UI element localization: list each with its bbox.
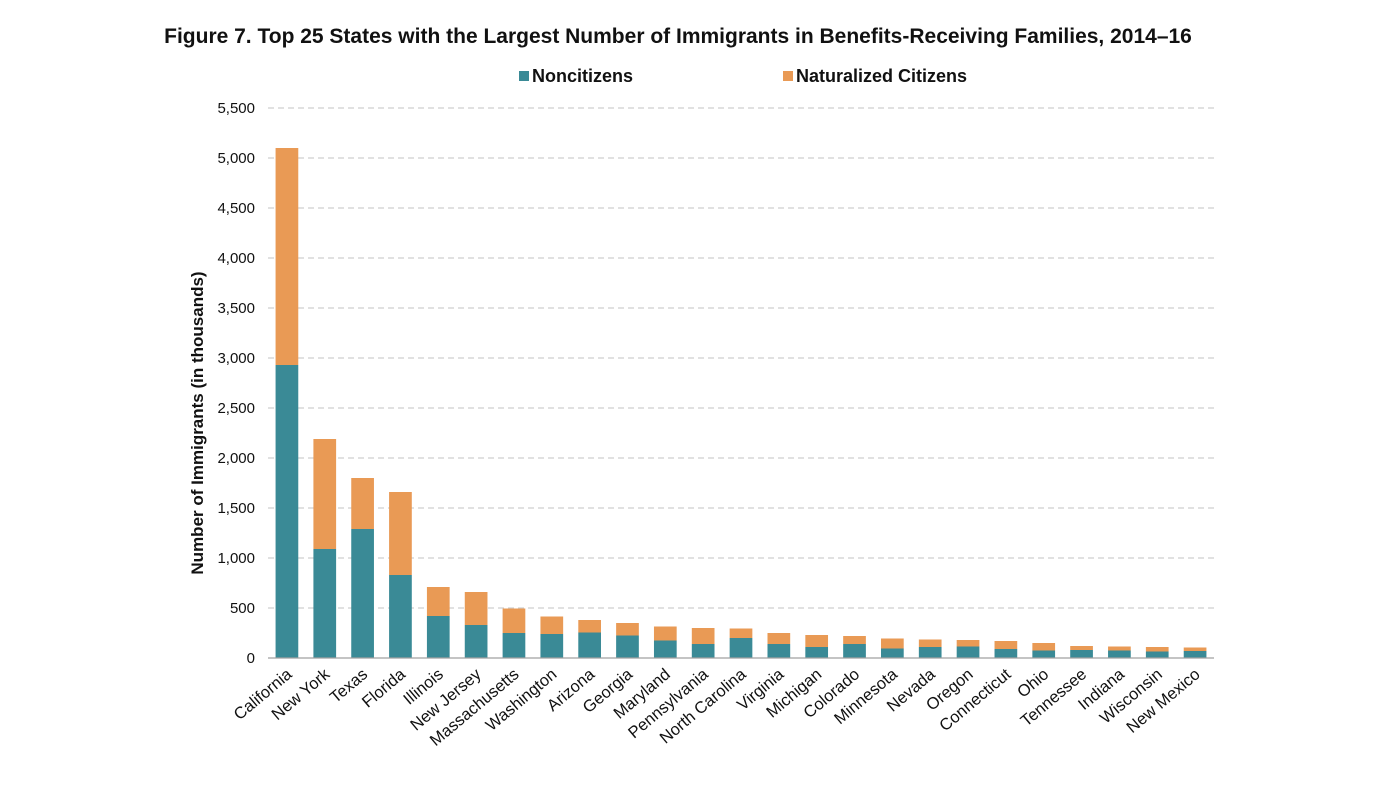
bar-minnesota-naturalized-citizens [881,638,904,649]
y-tick-label: 1,000 [217,550,255,567]
bar-oregon-noncitizens [956,646,980,658]
bar-michigan-naturalized-citizens [805,635,829,647]
bar-indiana-naturalized-citizens [1108,646,1131,651]
bar-new-jersey-naturalized-citizens [464,592,488,625]
y-tick-label: 1,500 [217,500,255,517]
y-tick-label: 2,000 [217,450,255,467]
bar-north-carolina-naturalized-citizens [729,628,753,638]
bar-massachusetts-naturalized-citizens [502,608,526,633]
bar-washington-naturalized-citizens [540,616,564,634]
legend: Noncitizens Naturalized Citizens [519,66,967,86]
bar-california-noncitizens [275,365,299,658]
legend-swatch-naturalized-citizens [783,71,793,81]
bar-washington-noncitizens [540,634,564,658]
y-axis-ticks: 0 500 1,000 1,500 2,000 2,500 3,000 3,500 4,000 4… [217,100,255,667]
bar-virginia-noncitizens [767,644,791,658]
bar-wisconsin-noncitizens [1145,651,1169,658]
bar-florida-naturalized-citizens [389,492,412,575]
bar-new-jersey-noncitizens [464,625,488,658]
bar-pennsylvania-noncitizens [691,644,715,658]
bar-oregon-naturalized-citizens [956,640,980,647]
bar-virginia-naturalized-citizens [767,633,791,644]
bar-new-york-noncitizens [313,549,337,658]
bar-new-york-naturalized-citizens [313,439,337,549]
bar-indiana-noncitizens [1108,650,1131,658]
bar-ohio-naturalized-citizens [1032,643,1056,651]
bar-michigan-noncitizens [805,647,829,658]
legend-label-naturalized-citizens: Naturalized Citizens [796,66,967,86]
y-tick-label: 4,000 [217,250,255,267]
bar-pennsylvania-naturalized-citizens [691,628,715,644]
bar-arizona-naturalized-citizens [578,620,601,633]
bar-colorado-noncitizens [843,644,866,658]
bar-new-mexico-noncitizens [1183,651,1207,658]
bar-connecticut-noncitizens [994,649,1018,658]
bar-maryland-naturalized-citizens [653,626,677,641]
bar-texas-naturalized-citizens [351,478,374,529]
x-tick-label-florida: Florida [359,665,410,712]
legend-swatch-noncitizens [519,71,529,81]
bar-georgia-noncitizens [616,635,639,658]
bar-nevada-noncitizens [918,647,942,658]
bar-arizona-noncitizens [578,632,601,658]
bar-nevada-naturalized-citizens [918,639,942,647]
y-tick-label: 3,500 [217,300,255,317]
bar-wisconsin-naturalized-citizens [1145,647,1169,652]
gridlines [268,107,1214,609]
y-tick-label: 5,000 [217,150,255,167]
bar-ohio-noncitizens [1032,650,1056,658]
bar-colorado-naturalized-citizens [843,636,866,644]
bar-massachusetts-noncitizens [502,633,526,658]
bar-florida-noncitizens [389,575,412,658]
bar-new-mexico-naturalized-citizens [1183,647,1207,651]
y-tick-label: 500 [230,600,255,617]
bar-minnesota-noncitizens [881,648,904,658]
bars [275,148,1207,658]
y-tick-label: 3,000 [217,350,255,367]
y-tick-label: 4,500 [217,200,255,217]
bar-tennessee-naturalized-citizens [1070,646,1093,650]
y-tick-label: 5,500 [217,100,255,117]
bar-north-carolina-noncitizens [729,638,753,658]
bar-texas-noncitizens [351,529,374,658]
bar-california-naturalized-citizens [275,148,299,365]
bar-illinois-naturalized-citizens [426,587,450,616]
y-axis-label: Number of Immigrants (in thousands) [188,271,207,574]
y-tick-label: 0 [247,650,255,667]
legend-label-noncitizens: Noncitizens [532,66,633,86]
bar-georgia-naturalized-citizens [616,623,639,636]
bar-illinois-noncitizens [426,616,450,658]
bar-maryland-noncitizens [653,640,677,658]
bar-tennessee-noncitizens [1070,650,1093,658]
y-tick-label: 2,500 [217,400,255,417]
chart-title: Figure 7. Top 25 States with the Largest… [164,25,1192,48]
bar-connecticut-naturalized-citizens [994,641,1018,649]
